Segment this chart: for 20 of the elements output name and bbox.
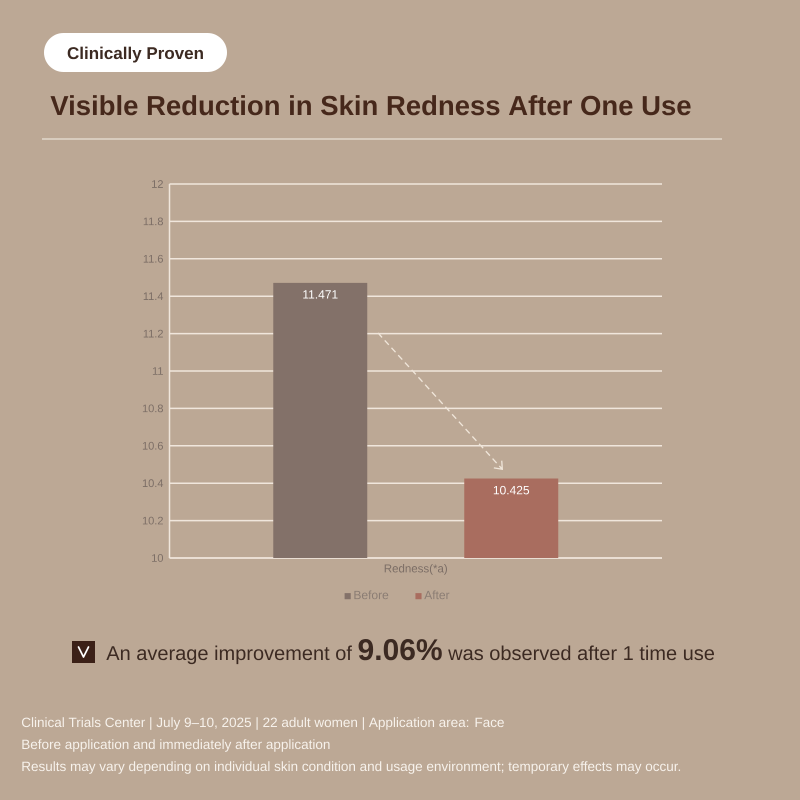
y-tick-label: 11.2 — [144, 330, 163, 338]
text: Clinically Proven — [68, 46, 203, 63]
data-label: 11.471 — [303, 290, 338, 299]
x-tick-label: Redness(*a) — [384, 564, 447, 575]
text: Results may vary depending on individual skin condition and usage environment; temporary effects may occur. — [22, 761, 680, 774]
y-tick-label: 10 — [152, 554, 164, 562]
y-tick-label: 11.6 — [144, 254, 163, 263]
data-label: 10.425 — [494, 486, 530, 494]
y-tick-label: 11.4 — [144, 292, 164, 300]
y-tick-label: 11.8 — [144, 218, 163, 226]
y-tick-label: 10.4 — [142, 479, 164, 488]
y-tick-label: 12 — [152, 180, 163, 188]
y-tick-label: 10.8 — [142, 404, 163, 412]
y-tick-label: 11 — [152, 367, 163, 375]
text: Before application and immediately after application — [22, 739, 330, 752]
y-tick-label: 10.6 — [142, 442, 163, 450]
y-tick-label: 10.2 — [142, 516, 163, 524]
text: An average improvement of 9.06% was observed after 1 time use — [106, 639, 714, 664]
chart-title: Visible Reduction in Skin Redness After One Use — [50, 95, 691, 116]
text: Clinical Trials Center | July 9–10, 2025 | 22 adult women | Application area: Face — [22, 717, 504, 730]
